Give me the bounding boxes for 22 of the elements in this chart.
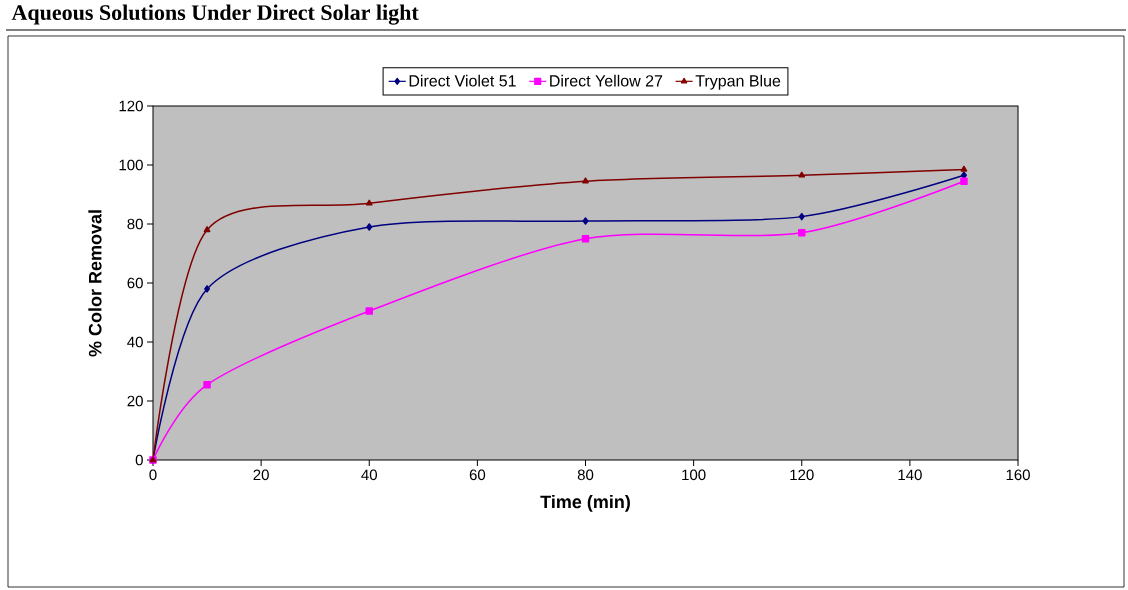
- y-tick-label: 120: [119, 100, 143, 112]
- x-tick-label: 140: [898, 469, 922, 481]
- y-tick-label: 100: [119, 159, 143, 171]
- x-tick-label: 20: [253, 469, 269, 481]
- x-tick-label: 40: [361, 469, 377, 481]
- chart-title: Aqueous Solutions Under Direct Solar light: [11, 4, 419, 25]
- x-tick-label: 60: [469, 469, 486, 481]
- y-tick-label: 40: [127, 336, 143, 348]
- x-tick-label: 80: [577, 469, 594, 481]
- legend-label: Trypan Blue: [695, 74, 781, 90]
- y-tick-label: 60: [127, 277, 143, 289]
- y-tick-label: 20: [127, 395, 143, 407]
- legend-label: Direct Violet 51: [409, 74, 516, 87]
- legend-label: Direct Yellow 27: [550, 74, 663, 87]
- y-tick-label: 0: [135, 454, 143, 466]
- x-tick-label: 100: [682, 469, 706, 481]
- x-tick-label: 160: [1006, 469, 1030, 481]
- x-tick-label: 0: [149, 469, 157, 481]
- y-tick-label: 80: [127, 218, 143, 230]
- y-axis-title: % Color Removal: [88, 210, 102, 357]
- x-axis-title: Time (min): [540, 495, 630, 512]
- x-tick-label: 120: [790, 469, 814, 481]
